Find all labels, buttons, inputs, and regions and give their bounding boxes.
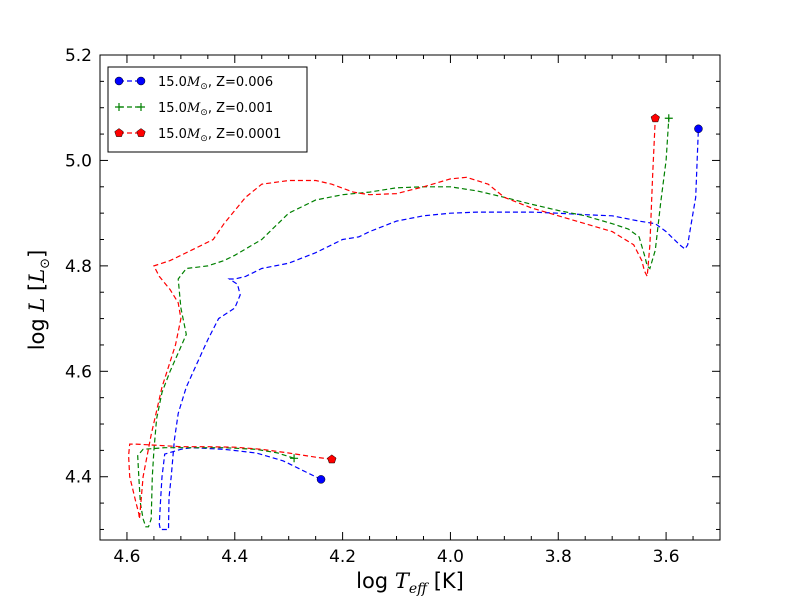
tick-labels: 4.6 4.4 4.2 4.0 3.8 3.6 4.4 4.6 4.8 5.0 5.2: [65, 46, 680, 567]
y-tick-label: 5.0: [65, 151, 92, 171]
legend: 15.0M⊙, Z=0.006 15.0M⊙, Z=0.001 15.0M⊙, …: [107, 66, 308, 153]
series-line-z0001: [127, 118, 656, 519]
series-marker-z006-start: [316, 475, 326, 484]
legend-entry-z006: 15.0M⊙, Z=0.006: [114, 75, 273, 92]
legend-marker-z006: [114, 76, 124, 86]
series-line-z006: [158, 128, 699, 531]
y-tick-label: 4.6: [65, 362, 92, 382]
x-axis-label: log Teff [K]: [356, 569, 464, 597]
legend-marker-z006-end: [136, 76, 146, 86]
y-tick-label: 4.4: [65, 468, 92, 488]
legend-marker-z001: [115, 103, 123, 111]
x-tick-label: 4.4: [221, 547, 248, 567]
legend-marker-z001-end: [137, 103, 145, 111]
legend-entry-z0001: 15.0M⊙, Z=0.0001: [114, 127, 281, 144]
series-markers: [290, 113, 703, 484]
series-marker-z006-end: [694, 124, 703, 134]
plot-frame: [99, 54, 721, 541]
x-tick-label: 4.0: [437, 547, 464, 567]
series-marker-z0001-start: [327, 454, 337, 464]
y-tick-label: 5.2: [65, 46, 92, 66]
x-tick-label: 3.6: [653, 547, 680, 567]
legend-entry-z001: 15.0M⊙, Z=0.001: [115, 101, 273, 118]
legend-label-z0001: 15.0M⊙, Z=0.0001: [158, 127, 281, 144]
legend-marker-z0001: [114, 128, 124, 137]
legend-label-z001: 15.0M⊙, Z=0.001: [158, 101, 273, 118]
x-tick-label: 4.2: [329, 547, 356, 567]
series-lines: [127, 118, 699, 531]
series-marker-z001-start: [290, 454, 299, 463]
x-tick-label: 3.8: [545, 547, 572, 567]
legend-marker-z0001-end: [136, 128, 146, 137]
series-marker-z001-end: [664, 114, 673, 123]
x-tick-label: 4.6: [113, 547, 140, 567]
y-axis-label: log L [L⊙]: [25, 250, 53, 351]
y-tick-label: 4.8: [65, 257, 92, 277]
series-marker-z0001-end: [650, 113, 660, 123]
series-line-z001: [137, 118, 670, 528]
axis-ticks: [99, 54, 720, 540]
legend-label-z006: 15.0M⊙, Z=0.006: [158, 75, 273, 92]
